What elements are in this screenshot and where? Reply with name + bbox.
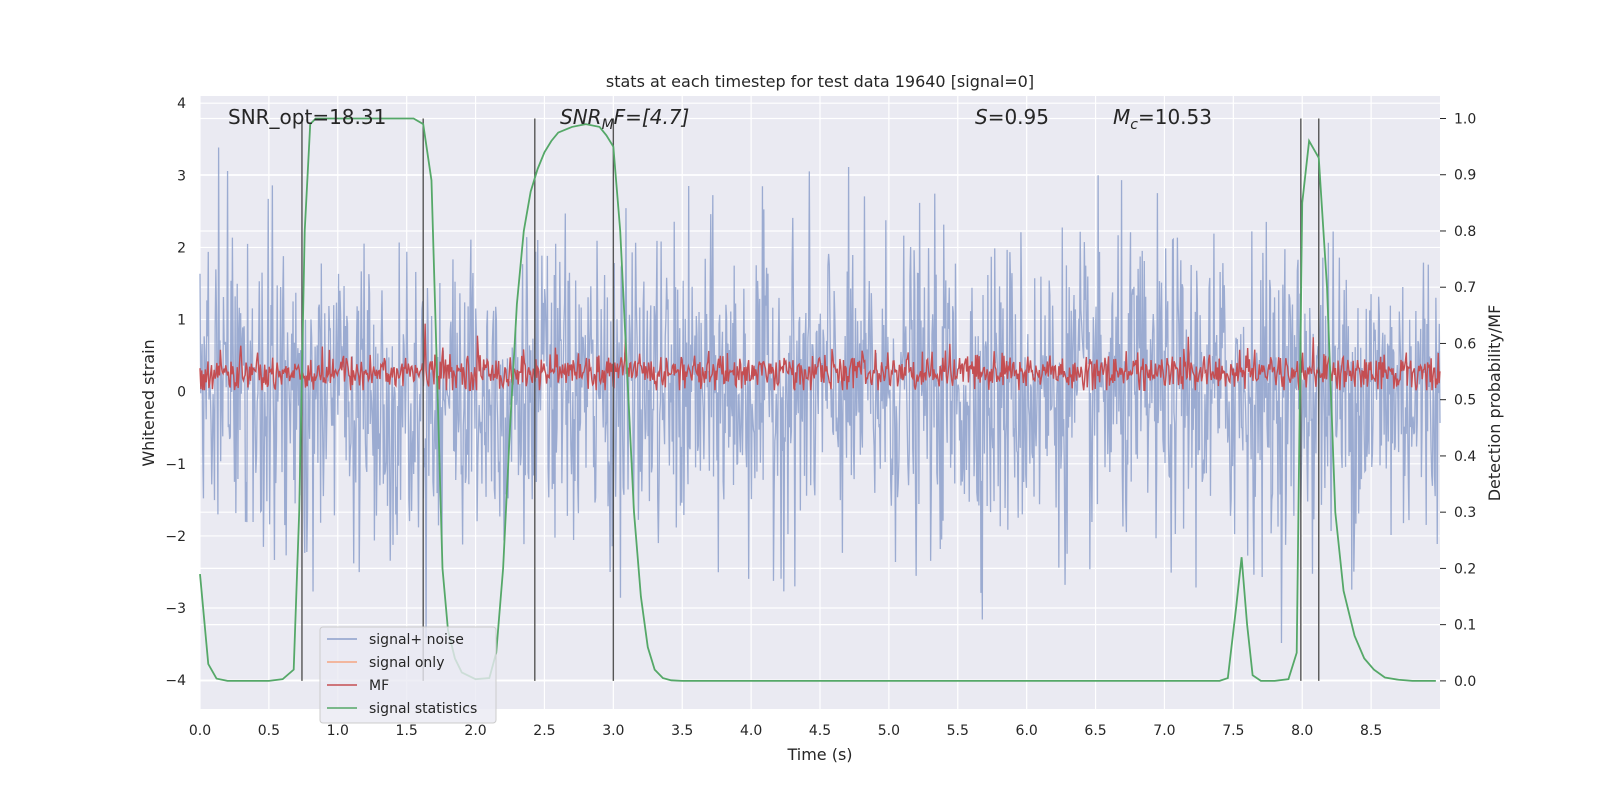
y-tick-label-right: 0.0 <box>1454 674 1476 690</box>
x-tick-label: 1.5 <box>396 723 418 739</box>
legend-label-mf: MF <box>369 678 389 694</box>
mf-series <box>199 323 1441 391</box>
vertical-markers <box>301 118 1320 681</box>
annotation-snr-mf: SNRMF=[4.7] <box>560 105 689 133</box>
x-tick-label: 1.0 <box>327 723 349 739</box>
x-axis-label: Time (s) <box>786 745 852 764</box>
y-tick-label: 2 <box>177 240 186 256</box>
y-axis-ticks-right: 0.0 0.1 0.2 0.3 0.4 0.5 0.6 0.7 0.8 0.9 1.0 <box>1440 111 1476 690</box>
legend-box <box>319 626 497 724</box>
y-tick-label: 4 <box>177 96 186 112</box>
x-tick-label: 4.5 <box>809 723 831 739</box>
mf-line <box>199 323 1441 391</box>
legend-label-signal-noise: signal+ noise <box>369 632 464 648</box>
x-tick-label: 6.5 <box>1084 723 1106 739</box>
x-tick-label: 6.0 <box>1016 723 1038 739</box>
y-tick-label-right: 0.5 <box>1454 393 1476 409</box>
y-tick-label-right: 0.1 <box>1454 618 1476 634</box>
y-tick-label: −4 <box>165 673 186 689</box>
x-tick-label: 3.5 <box>671 723 693 739</box>
signal-statistics-series <box>199 117 1436 682</box>
x-tick-label: 7.5 <box>1222 723 1244 739</box>
legend-label-signal-statistics: signal statistics <box>369 701 477 717</box>
y-tick-label-right: 0.7 <box>1454 280 1476 296</box>
annotation-s: S=0.95 <box>975 105 1049 129</box>
y-tick-label: 1 <box>177 313 186 329</box>
y-tick-label-right: 0.9 <box>1454 168 1476 184</box>
y-tick-label-right: 0.8 <box>1454 224 1476 240</box>
annotation-snr-opt: SNR_opt=18.31 <box>228 105 386 129</box>
x-tick-label: 3.0 <box>602 723 624 739</box>
y-tick-label: −1 <box>165 457 186 473</box>
y-axis-ticks-left: −4 −3 −2 −1 0 1 2 3 4 <box>165 96 186 689</box>
x-tick-label: 5.0 <box>878 723 900 739</box>
y-axis-label-left: Whitened strain <box>139 339 158 466</box>
x-tick-label: 5.5 <box>947 723 969 739</box>
y-axis-label-right: Detection probability/MF <box>1485 305 1504 502</box>
y-tick-label: −3 <box>165 601 186 617</box>
x-tick-label: 2.0 <box>464 723 486 739</box>
y-tick-label-right: 0.6 <box>1454 336 1476 352</box>
y-tick-label-right: 0.4 <box>1454 449 1476 465</box>
y-tick-label-right: 1.0 <box>1454 111 1476 127</box>
x-tick-label: 2.5 <box>533 723 555 739</box>
y-tick-label: 0 <box>177 385 186 401</box>
annotation-mc: Mc=10.53 <box>1113 105 1212 133</box>
x-axis-ticks: 0.0 0.5 1.0 1.5 2.0 2.5 3.0 3.5 4.0 4.5 5.0 5.5 6.0 6… <box>189 723 1382 739</box>
y-tick-label: 3 <box>177 168 186 184</box>
x-tick-label: 0.5 <box>258 723 280 739</box>
y-tick-label: −2 <box>165 529 186 545</box>
chart-title: stats at each timestep for test data 196… <box>606 72 1034 91</box>
y-tick-label-right: 0.3 <box>1454 505 1476 521</box>
legend: signal+ noise signal only MF signal stat… <box>319 626 497 724</box>
x-tick-label: 8.5 <box>1360 723 1382 739</box>
signal-statistics-line <box>199 117 1436 682</box>
y-tick-label-right: 0.2 <box>1454 561 1476 577</box>
x-tick-label: 4.0 <box>740 723 762 739</box>
x-tick-label: 7.0 <box>1153 723 1175 739</box>
x-tick-label: 8.0 <box>1291 723 1313 739</box>
x-tick-label: 0.0 <box>189 723 211 739</box>
grid <box>199 96 1440 709</box>
legend-label-signal-only: signal only <box>369 655 444 671</box>
